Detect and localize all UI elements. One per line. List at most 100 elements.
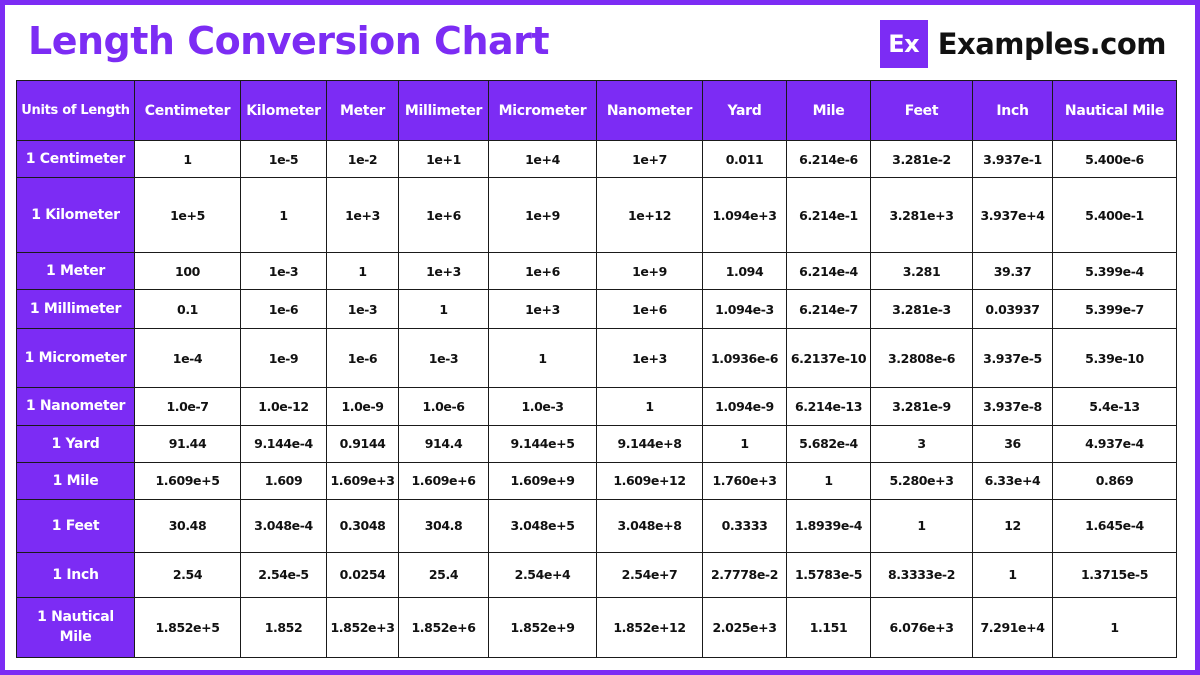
table-cell: 1e+4 bbox=[488, 139, 597, 179]
table-cell: 3.937e-8 bbox=[972, 387, 1053, 426]
table-cell: 0.0254 bbox=[326, 551, 399, 598]
table-cell: 914.4 bbox=[398, 424, 489, 463]
table-cell: 30.48 bbox=[134, 498, 241, 553]
table-cell: 1e-5 bbox=[240, 139, 327, 179]
table-row: 1 Meter 100 1e-3 1 1e+3 1e+6 1e+9 1.094 6.214e-4… bbox=[16, 252, 1177, 291]
table-cell: 1e+1 bbox=[398, 139, 489, 179]
table-cell: 1.094e-9 bbox=[702, 387, 787, 426]
table-cell: 8.3333e-2 bbox=[870, 551, 973, 598]
table-cell: 3.281e-2 bbox=[870, 139, 973, 179]
table-cell: 5.399e-4 bbox=[1052, 252, 1177, 291]
table-cell: 2.54 bbox=[134, 551, 241, 598]
table-cell: 1 bbox=[1052, 596, 1177, 659]
table-cell: 1 bbox=[398, 289, 489, 330]
table-cell: 1 bbox=[326, 252, 399, 291]
table-cell: 1.0e-7 bbox=[134, 387, 241, 426]
brand-logo-icon: Ex bbox=[879, 20, 928, 68]
page-title: Length Conversion Chart bbox=[28, 19, 550, 63]
table-cell: 1e+3 bbox=[488, 289, 597, 330]
column-header: Yard bbox=[702, 80, 787, 141]
table-cell: 0.1 bbox=[134, 289, 241, 330]
table-cell: 39.37 bbox=[972, 252, 1053, 291]
table-cell: 0.03937 bbox=[972, 289, 1053, 330]
table-cell: 6.33e+4 bbox=[972, 461, 1053, 500]
table-cell: 2.7778e-2 bbox=[702, 551, 787, 598]
table-cell: 6.076e+3 bbox=[870, 596, 973, 659]
table-cell: 0.9144 bbox=[326, 424, 399, 463]
table-cell: 25.4 bbox=[398, 551, 489, 598]
table-cell: 2.54e-5 bbox=[240, 551, 327, 598]
table-cell: 3.2808e-6 bbox=[870, 328, 973, 389]
row-header: 1 Yard bbox=[16, 424, 135, 463]
row-header: 1 Feet bbox=[16, 498, 135, 553]
table-cell: 1.0e-3 bbox=[488, 387, 597, 426]
table-cell: 3.937e-5 bbox=[972, 328, 1053, 389]
table-cell: 1e-3 bbox=[398, 328, 489, 389]
table-cell: 12 bbox=[972, 498, 1053, 553]
row-header: 1 Meter bbox=[16, 252, 135, 291]
row-header: 1 Nautical Mile bbox=[16, 596, 135, 659]
table-cell: 1.094e+3 bbox=[702, 177, 787, 254]
table-cell: 6.214e-6 bbox=[786, 139, 871, 179]
table-cell: 5.400e-6 bbox=[1052, 139, 1177, 179]
table-cell: 1.8939e-4 bbox=[786, 498, 871, 553]
table-cell: 6.214e-13 bbox=[786, 387, 871, 426]
table-cell: 1e+9 bbox=[488, 177, 597, 254]
table-cell: 1 bbox=[702, 424, 787, 463]
table-cell: 1.609e+12 bbox=[596, 461, 703, 500]
column-header: Feet bbox=[870, 80, 973, 141]
table-cell: 5.400e-1 bbox=[1052, 177, 1177, 254]
table-cell: 5.4e-13 bbox=[1052, 387, 1177, 426]
table-cell: 1 bbox=[134, 139, 241, 179]
table-cell: 9.144e+5 bbox=[488, 424, 597, 463]
row-header: 1 Inch bbox=[16, 551, 135, 598]
row-header: 1 Kilometer bbox=[16, 177, 135, 254]
brand[interactable]: Ex Examples.com bbox=[879, 20, 1167, 68]
table-row: 1 Nanometer 1.0e-7 1.0e-12 1.0e-9 1.0e-6 1.0e… bbox=[16, 387, 1177, 426]
row-header: 1 Nanometer bbox=[16, 387, 135, 426]
table-cell: 1.609e+3 bbox=[326, 461, 399, 500]
table-row: 1 Inch 2.54 2.54e-5 0.0254 25.4 2.54e+4 2.54e+… bbox=[16, 551, 1177, 598]
table-cell: 1e+6 bbox=[596, 289, 703, 330]
column-header: Micrometer bbox=[488, 80, 597, 141]
table-cell: 3.937e+4 bbox=[972, 177, 1053, 254]
table-cell: 1.609 bbox=[240, 461, 327, 500]
table-cell: 4.937e-4 bbox=[1052, 424, 1177, 463]
table-cell: 1e+7 bbox=[596, 139, 703, 179]
table-cell: 0.869 bbox=[1052, 461, 1177, 500]
table-cell: 1.760e+3 bbox=[702, 461, 787, 500]
column-header: Centimeter bbox=[134, 80, 241, 141]
table-cell: 1 bbox=[240, 177, 327, 254]
corner-header: Units of Length bbox=[16, 80, 135, 141]
table-cell: 1.852e+9 bbox=[488, 596, 597, 659]
table-cell: 1.094 bbox=[702, 252, 787, 291]
brand-name: Examples.com bbox=[937, 27, 1167, 61]
table-cell: 6.214e-7 bbox=[786, 289, 871, 330]
table-row: 1 Kilometer 1e+5 1 1e+3 1e+6 1e+9 1e+12 1.094e+… bbox=[16, 177, 1177, 254]
table-cell: 36 bbox=[972, 424, 1053, 463]
table-cell: 9.144e-4 bbox=[240, 424, 327, 463]
table-cell: 1e+3 bbox=[596, 328, 703, 389]
table-cell: 3.281e-3 bbox=[870, 289, 973, 330]
table-cell: 1.852 bbox=[240, 596, 327, 659]
table-cell: 6.214e-4 bbox=[786, 252, 871, 291]
table-row: 1 Micrometer 1e-4 1e-9 1e-6 1e-3 1 1e+3 1.0936e… bbox=[16, 328, 1177, 389]
table-cell: 1e+3 bbox=[326, 177, 399, 254]
table-row: 1 Yard 91.44 9.144e-4 0.9144 914.4 9.144e+5 9.… bbox=[16, 424, 1177, 463]
table-cell: 304.8 bbox=[398, 498, 489, 553]
table-cell: 1 bbox=[786, 461, 871, 500]
table-cell: 3.048e+8 bbox=[596, 498, 703, 553]
table-cell: 1.094e-3 bbox=[702, 289, 787, 330]
table-cell: 1e-2 bbox=[326, 139, 399, 179]
table-cell: 1.852e+5 bbox=[134, 596, 241, 659]
table-cell: 0.3048 bbox=[326, 498, 399, 553]
table-cell: 1.609e+6 bbox=[398, 461, 489, 500]
column-header: Millimeter bbox=[398, 80, 489, 141]
table-row: 1 Millimeter 0.1 1e-6 1e-3 1 1e+3 1e+6 1.094e-3… bbox=[16, 289, 1177, 330]
table-cell: 1.852e+6 bbox=[398, 596, 489, 659]
table-cell: 0.3333 bbox=[702, 498, 787, 553]
table-row: 1 Mile 1.609e+5 1.609 1.609e+3 1.609e+6 1.609… bbox=[16, 461, 1177, 500]
table-cell: 1e-3 bbox=[240, 252, 327, 291]
table-cell: 1.0e-9 bbox=[326, 387, 399, 426]
